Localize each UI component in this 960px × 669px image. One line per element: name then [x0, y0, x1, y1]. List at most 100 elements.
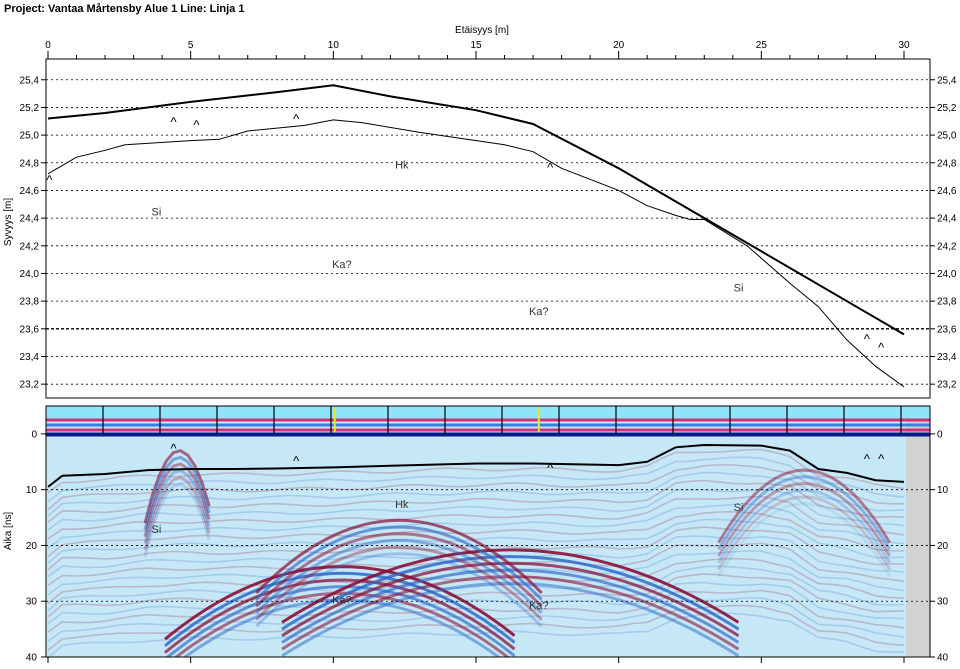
radar-soil-label: Si	[734, 502, 744, 514]
hyperbola-reflection	[255, 552, 543, 628]
x-tick-label: 20	[613, 40, 625, 51]
reflection-band	[47, 542, 905, 586]
x-tick-label: 30	[898, 40, 910, 51]
caret-marker: ^	[547, 160, 554, 175]
hyperbola-reflection	[255, 525, 543, 601]
reflection-band	[47, 456, 905, 503]
soil-type-label: Si	[734, 282, 744, 294]
y-tick-label-left: 24,2	[20, 241, 40, 252]
hyperbola-reflection	[717, 468, 891, 544]
caret-marker: ^	[878, 340, 885, 355]
caret-marker: ^	[193, 117, 200, 132]
y-tick-label-right: 23,4	[937, 352, 957, 363]
x-tick-label: 0	[45, 40, 51, 51]
y-tick-label-left: 25,4	[20, 75, 40, 86]
y-tick-label-left: 25,2	[20, 103, 40, 114]
radar-soil-label: Ka?	[529, 600, 549, 612]
x-tick-label: 15	[470, 40, 482, 51]
y-axis-title-depth: Syvyys [m]	[3, 198, 14, 247]
time-tick-label-right: 30	[937, 597, 949, 608]
y-tick-label-left: 23,8	[20, 297, 40, 308]
soil-type-label: Ka?	[529, 306, 549, 318]
hyperbola-reflection	[143, 462, 211, 537]
y-tick-label-right: 24,0	[937, 269, 957, 280]
hyperbola-reflection	[143, 449, 211, 524]
hyperbola-reflection	[717, 475, 891, 551]
y-tick-label-right: 25,2	[937, 103, 957, 114]
time-tick-label-right: 20	[937, 541, 949, 552]
reflection-band	[47, 495, 905, 540]
hyperbola-reflection	[143, 455, 211, 531]
y-tick-label-left: 23,6	[20, 324, 40, 335]
hyperbola-reflection	[281, 555, 740, 631]
reflection-band	[47, 581, 905, 625]
y-axis-title-time: Aika [ns]	[3, 512, 14, 551]
airwave-band	[46, 406, 930, 420]
hyperbola-reflection	[717, 488, 891, 564]
hyperbola-reflection	[281, 548, 740, 624]
reflection-band	[47, 573, 905, 618]
y-tick-label-left: 24,6	[20, 186, 40, 197]
hyperbola-reflection	[717, 495, 891, 571]
hyperbola-reflection	[165, 585, 516, 657]
hyperbola-reflection	[255, 545, 543, 621]
hyperbola-reflection	[143, 475, 211, 551]
hyperbola-reflection	[164, 571, 516, 647]
reflection-band	[47, 565, 905, 612]
y-tick-label-right: 24,8	[937, 158, 957, 169]
time-tick-label-left: 10	[26, 485, 38, 496]
time-tick-label-right: 10	[937, 485, 949, 496]
soil-type-label: Si	[152, 206, 162, 218]
radar-caret-marker: ^	[547, 461, 554, 476]
hyperbola-reflection	[717, 502, 891, 577]
caret-marker: ^	[170, 114, 177, 129]
radar-caret-marker: ^	[864, 452, 871, 467]
reflection-band	[47, 518, 905, 565]
reflection-band	[47, 471, 905, 517]
y-tick-label-right: 24,6	[937, 186, 957, 197]
y-tick-label-right: 24,2	[937, 241, 957, 252]
y-tick-label-right: 23,2	[937, 380, 957, 391]
time-tick-label-left: 0	[31, 429, 37, 440]
x-axis-title: Etäisyys [m]	[455, 25, 509, 36]
hyperbola-reflection	[717, 481, 891, 557]
caret-marker: ^	[46, 173, 53, 188]
time-tick-label-right: 0	[937, 429, 943, 440]
reflection-band	[47, 479, 905, 524]
y-tick-label-right: 25,0	[937, 131, 957, 142]
hyperbola-reflection	[281, 581, 740, 657]
y-tick-label-left: 24,0	[20, 269, 40, 280]
hyperbola-reflection	[164, 578, 516, 654]
soil-type-label: Hk	[395, 159, 409, 171]
radar-soil-label: Ka?	[332, 594, 352, 606]
reflection-band	[47, 448, 905, 494]
x-tick-label: 25	[756, 40, 768, 51]
radar-caret-marker: ^	[293, 453, 300, 468]
hyperbola-reflection	[255, 518, 543, 594]
hyperbola-reflection	[255, 538, 543, 614]
x-tick-label: 10	[328, 40, 340, 51]
time-tick-label-left: 40	[26, 653, 38, 664]
reflection-band	[47, 557, 905, 605]
reflection-band	[47, 503, 905, 549]
radar-soil-label: Si	[152, 524, 162, 536]
reflection-band	[47, 510, 905, 558]
hyperbola-reflection	[143, 469, 211, 544]
time-tick-label-left: 30	[26, 597, 38, 608]
layer-interface-line	[47, 119, 905, 388]
y-tick-label-right: 23,6	[937, 324, 957, 335]
y-tick-label-right: 25,4	[937, 75, 957, 86]
radargram-right-pad	[906, 406, 930, 657]
y-tick-label-left: 24,8	[20, 158, 40, 169]
hyperbola-reflection	[255, 532, 543, 608]
hyperbola-reflection	[164, 565, 516, 641]
hyperbola-reflection	[143, 482, 211, 557]
y-tick-label-right: 24,4	[937, 214, 957, 225]
y-tick-label-left: 23,2	[20, 380, 40, 391]
radargram-frame	[45, 405, 931, 658]
soil-type-label: Ka?	[332, 259, 352, 271]
radar-soil-label: Hk	[395, 499, 409, 511]
radar-caret-marker: ^	[878, 452, 885, 467]
y-tick-label-left: 23,4	[20, 352, 40, 363]
